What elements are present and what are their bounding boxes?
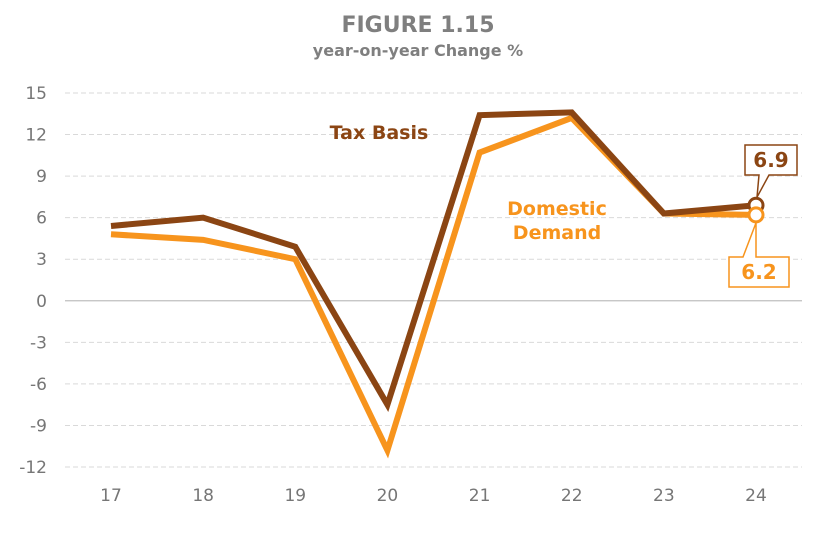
y-tick-label: -12 <box>19 458 47 478</box>
series-label-domestic-line2: Demand <box>513 222 601 244</box>
series-line-tax-basis <box>110 109 757 413</box>
x-tick-label: 18 <box>192 486 214 506</box>
y-tick-label: 6 <box>36 209 47 229</box>
gridlines <box>65 92 802 468</box>
x-tick-label: 23 <box>653 486 675 506</box>
callout-tax-basis-value: 6.9 <box>753 148 788 172</box>
y-tick-label: -9 <box>30 416 47 436</box>
callout-tax-basis-box <box>744 144 798 198</box>
callout-domestic-demand-value: 6.2 <box>741 260 776 284</box>
y-tick-label: -3 <box>30 333 47 353</box>
y-tick-label: 15 <box>25 84 47 104</box>
series-lines <box>110 109 765 459</box>
y-tick-label: 9 <box>36 167 47 187</box>
x-tick-label: 22 <box>561 486 583 506</box>
x-tick-label: 21 <box>469 486 491 506</box>
callouts: 6.9 6.2 <box>728 144 798 288</box>
y-tick-label: 12 <box>25 126 47 146</box>
end-marker-domestic-demand <box>747 206 765 224</box>
x-axis: 17 18 19 20 21 22 23 24 <box>100 486 767 506</box>
chart-subtitle: year-on-year Change % <box>313 41 523 60</box>
x-tick-label: 17 <box>100 486 122 506</box>
series-line-domestic-demand <box>110 114 757 459</box>
series-labels: Tax Basis Domestic Demand <box>330 122 607 244</box>
chart-title: FIGURE 1.15 <box>341 13 494 38</box>
x-tick-label: 20 <box>377 486 399 506</box>
y-tick-label: 0 <box>36 292 47 312</box>
x-tick-label: 24 <box>745 486 767 506</box>
series-label-tax-basis: Tax Basis <box>330 122 429 144</box>
series-label-domestic-line1: Domestic <box>507 198 607 220</box>
x-tick-label: 19 <box>284 486 306 506</box>
y-tick-label: -6 <box>30 375 47 395</box>
callout-domestic-demand-box <box>728 222 790 288</box>
y-axis: 15 12 9 6 3 0 -3 -6 -9 -12 <box>19 84 47 478</box>
y-tick-label: 3 <box>36 250 47 270</box>
